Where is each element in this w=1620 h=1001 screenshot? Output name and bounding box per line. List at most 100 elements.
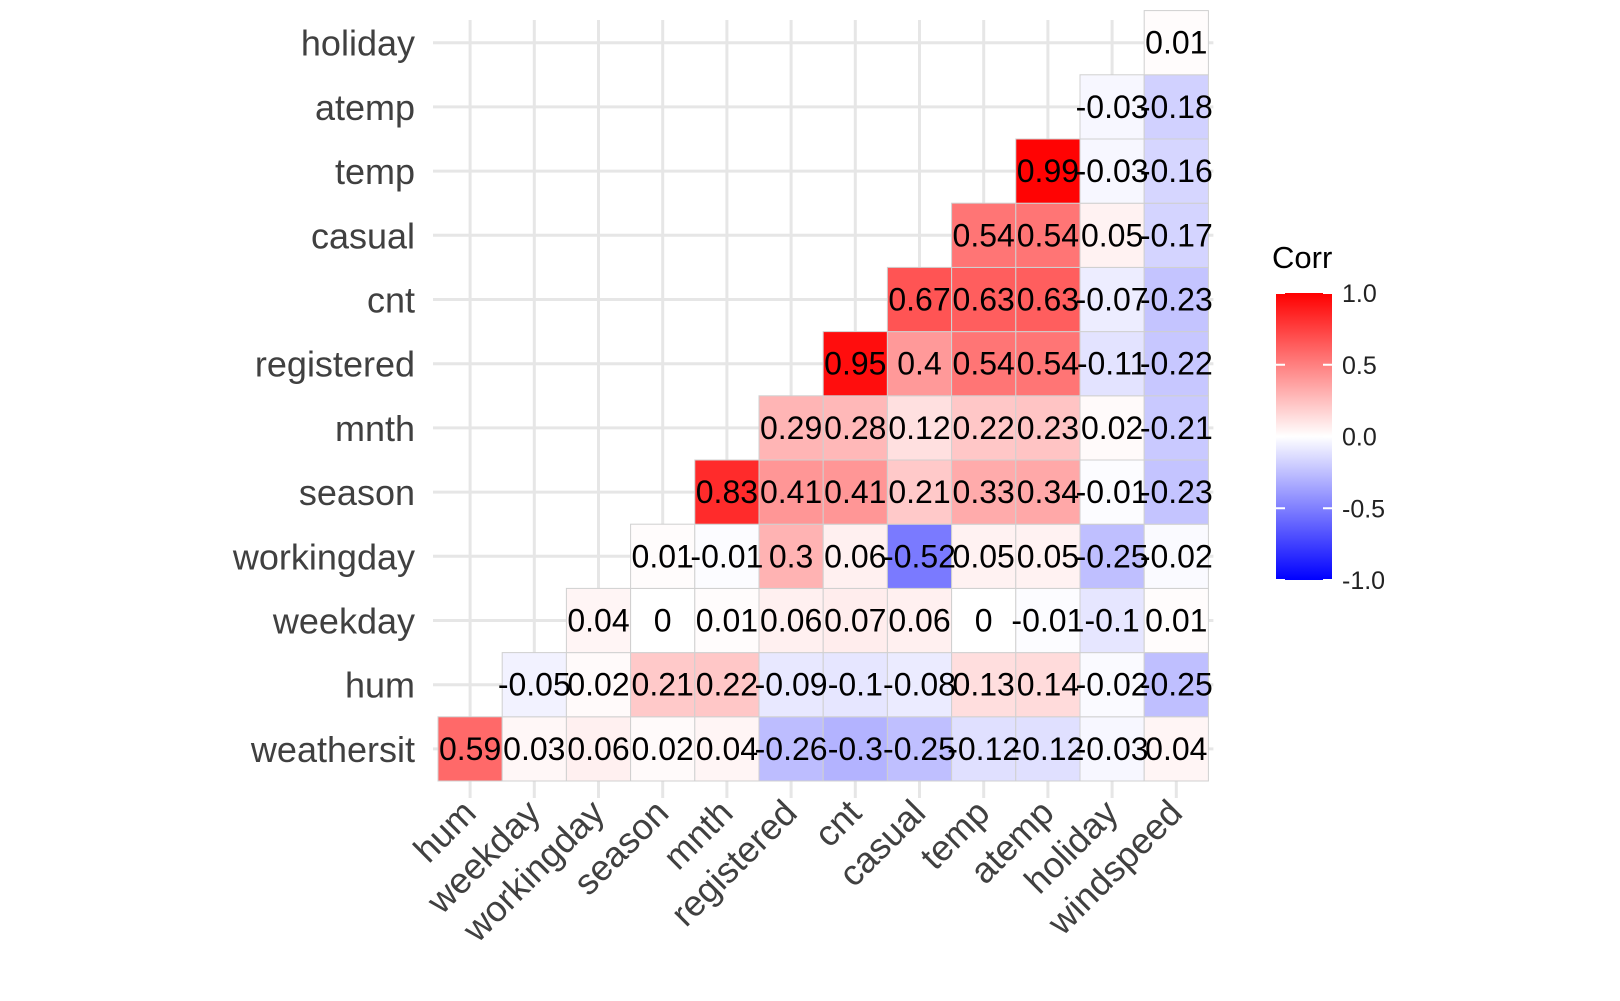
heatmap-cell	[1015, 138, 1081, 204]
cell-value-label: -0.01	[1011, 603, 1084, 639]
legend-title: Corr	[1272, 240, 1332, 275]
heatmap-cell	[886, 716, 953, 782]
cell-value-label: 0.99	[1017, 153, 1079, 189]
cell-value-label: 0.04	[567, 603, 629, 639]
heatmap-cell	[1143, 138, 1209, 204]
y-axis-label: temp	[335, 151, 415, 192]
cell-value-label: 0.3	[769, 538, 813, 574]
cell-value-label: 0.22	[953, 410, 1015, 446]
heatmap-cell	[1143, 716, 1209, 782]
y-axis-label: season	[299, 472, 415, 513]
cell-value-label: 0.95	[824, 346, 886, 382]
heatmap-cell	[1015, 652, 1081, 718]
heatmap-cell	[951, 523, 1017, 589]
heatmap-cell	[1015, 395, 1081, 461]
cell-value-label: 0.41	[760, 474, 822, 510]
cell-value-label: -0.25	[1140, 667, 1213, 703]
cell-value-label: 0.41	[824, 474, 886, 510]
cell-value-label: 0.63	[1017, 282, 1079, 318]
y-axis-label: hum	[345, 665, 415, 706]
cell-value-label: -0.03	[1076, 731, 1149, 767]
heatmap-cell	[822, 587, 888, 654]
heatmap-cell	[1079, 523, 1145, 589]
cell-value-label: 0.05	[953, 538, 1015, 574]
cell-value-label: 0.01	[632, 538, 694, 574]
cell-value-label: -0.12	[1011, 731, 1084, 767]
heatmap-cell	[437, 716, 503, 782]
cell-value-label: 0.06	[824, 538, 886, 574]
cell-value-label: 0.21	[632, 667, 694, 703]
cell-value-label: -0.25	[883, 731, 956, 767]
heatmap-cell	[758, 652, 824, 718]
heatmap-cell	[1079, 587, 1145, 654]
heatmap-cell	[758, 395, 824, 461]
cell-value-label: -0.03	[1076, 153, 1149, 189]
heatmap-cell	[1143, 523, 1209, 589]
heatmap-cell	[822, 331, 888, 397]
y-axis-label: weekday	[272, 601, 415, 642]
heatmap-cell	[951, 587, 1017, 654]
cell-value-label: -0.02	[1140, 538, 1213, 574]
cell-value-label: -0.16	[1140, 153, 1213, 189]
cell-value-label: 0.06	[567, 731, 629, 767]
cell-value-label: -0.01	[690, 538, 763, 574]
heatmap-cell	[822, 523, 888, 589]
heatmap-cell	[886, 587, 953, 654]
heatmap-cell	[886, 331, 953, 397]
cell-value-label: 0.54	[1017, 346, 1079, 382]
cell-value-label: -0.05	[498, 667, 571, 703]
cell-value-label: -0.1	[828, 667, 883, 703]
heatmap-cell	[694, 523, 760, 589]
cell-value-label: 0.63	[953, 282, 1015, 318]
cell-value-label: 0.22	[696, 667, 758, 703]
heatmap-cell	[886, 523, 953, 589]
cell-value-label: -0.11	[1077, 346, 1148, 382]
cell-value-label: -0.23	[1140, 474, 1213, 510]
heatmap-cell	[1143, 74, 1209, 140]
heatmap-cell	[886, 266, 953, 333]
heatmap-cell	[630, 652, 696, 718]
cell-value-label: 0.21	[888, 474, 950, 510]
heatmap-cell	[1143, 395, 1209, 461]
legend-tick-label: -1.0	[1342, 567, 1385, 595]
heatmap-cell	[501, 716, 567, 782]
heatmap-cell	[822, 716, 888, 782]
y-axis-label: mnth	[335, 408, 415, 449]
y-axis-label: weathersit	[250, 729, 415, 770]
heatmap-cell	[951, 331, 1017, 397]
heatmap-cell	[1079, 331, 1145, 397]
cell-value-label: 0.05	[1081, 217, 1143, 253]
heatmap-cell	[1079, 459, 1145, 525]
cell-value-label: 0	[654, 603, 672, 639]
cell-value-label: 0.02	[632, 731, 694, 767]
cell-value-label: 0.83	[696, 474, 758, 510]
cell-value-label: -0.25	[1076, 538, 1149, 574]
cell-value-label: 0.01	[696, 603, 758, 639]
cell-value-label: -0.26	[755, 731, 828, 767]
cell-value-label: 0.28	[824, 410, 886, 446]
heatmap-cell	[758, 523, 824, 589]
cell-value-label: 0.04	[1145, 731, 1207, 767]
heatmap-cell	[886, 459, 953, 525]
cell-value-label: -0.09	[755, 667, 828, 703]
y-axis-labels: weathersit hum weekday workingday season mnth…	[232, 23, 415, 770]
cell-value-label: 0.02	[1081, 410, 1143, 446]
cell-value-label: -0.07	[1076, 282, 1149, 318]
cell-value-label: 0	[975, 603, 993, 639]
cell-value-label: 0.34	[1017, 474, 1079, 510]
heatmap-cell	[822, 652, 888, 718]
cell-value-label: -0.03	[1076, 89, 1149, 125]
heatmap-cell	[1143, 587, 1209, 654]
cell-value-label: 0.12	[888, 410, 950, 446]
legend-ticks: 1.0 0.5 0.0 -0.5 -1.0	[1276, 280, 1385, 595]
cell-value-label: -0.1	[1085, 603, 1140, 639]
heatmap-cell	[951, 395, 1017, 461]
heatmap-cell	[822, 459, 888, 525]
y-axis-label: atemp	[315, 87, 415, 128]
x-axis-labels: humweekdayworkingdayseasonmnthregistered…	[405, 792, 1190, 950]
heatmap-cell	[1143, 10, 1209, 76]
legend-tick-label: 0.0	[1342, 424, 1377, 452]
cell-value-label: 0.54	[953, 217, 1015, 253]
heatmap-cell	[951, 652, 1017, 718]
